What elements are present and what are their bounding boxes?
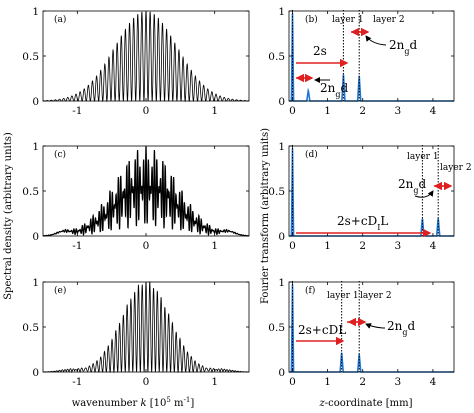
x-tick-label: 3: [394, 240, 401, 252]
f-layer1-label: layer 1: [327, 291, 359, 301]
d-ngd-pointer: [414, 190, 434, 198]
y-tick-label: 1: [32, 277, 39, 289]
y-tick-label: 0.5: [22, 51, 39, 63]
right-xlabel: z-coordinate [mm]: [319, 398, 413, 409]
x-tick-label: -1: [72, 376, 82, 388]
f-ngd-label: 2ngd: [387, 319, 416, 337]
panel-label-b: (b): [305, 14, 318, 25]
y-tick-label: 0: [32, 96, 39, 108]
x-tick-label: 2: [359, 376, 366, 388]
x-tick-label: 1: [211, 376, 218, 388]
panel-label-c: (c): [54, 149, 66, 160]
panel-label-a: (a): [54, 14, 66, 25]
x-tick-label: -1: [72, 240, 82, 252]
x-tick-label: 3: [394, 105, 401, 117]
x-tick-label: 0: [289, 105, 296, 117]
y-tick-label: 1: [278, 141, 285, 153]
x-tick-label: 4: [430, 240, 437, 252]
y-tick-label: 0.5: [22, 186, 39, 198]
panel-f: 0 1 2 3 4 0 0.5 1: [268, 277, 455, 388]
spectrum-line: [43, 145, 249, 237]
panel-label-e: (e): [54, 285, 66, 296]
f-layer2-label: layer 2: [360, 291, 392, 301]
spectrum-line: [42, 281, 250, 374]
y-tick-label: 0: [278, 96, 285, 108]
y-tick-label: 1: [32, 141, 39, 153]
panel-b-annotations: layer 1 layer 2 2ngd 2s 2ngd: [295, 15, 418, 99]
panel-a: -1 0 1 0 0.5 1: [22, 6, 250, 117]
x-tick-label: 0: [289, 376, 296, 388]
x-tick-label: 1: [211, 240, 218, 252]
d-layer1-label: layer 1: [407, 152, 439, 162]
b-layer2-label: layer 2: [373, 15, 405, 25]
x-tick-label: 1: [324, 240, 331, 252]
y-tick-label: 0.5: [268, 186, 285, 198]
panel-f-annotations: layer 1 layer 2 2ngd 2s+cDL: [296, 291, 416, 346]
x-tick-label: -1: [72, 105, 82, 117]
x-tick-label: 1: [324, 105, 331, 117]
x-tick-label: 1: [324, 376, 331, 388]
x-tick-label: 4: [430, 105, 437, 117]
y-tick-label: 1: [32, 6, 39, 18]
panel-b: 0 1 2 3 4 0 0.5 1: [268, 6, 455, 117]
d-cdl-label: 2s+cDIL: [337, 214, 388, 232]
x-tick-label: 0: [143, 376, 150, 388]
y-tick-label: 1: [278, 277, 285, 289]
x-tick-label: 1: [211, 105, 218, 117]
panel-label-f: (f): [305, 285, 315, 296]
spectrum-line: [43, 10, 249, 103]
b-small-ngd-label: 2ngd: [320, 81, 349, 99]
y-tick-label: 0: [278, 367, 285, 379]
left-xlabel: wavenumber k [105 m-1]: [72, 396, 195, 409]
x-tick-label: 0: [143, 105, 150, 117]
x-tick-label: 2: [359, 105, 366, 117]
panel-d-annotations: layer 1 layer 2 2ngd 2s+cDIL: [296, 152, 472, 238]
x-tick-label: 3: [394, 376, 401, 388]
d-layer2-label: layer 2: [440, 163, 472, 173]
left-ylabel: Spectral density (arbitrary units): [3, 132, 14, 300]
x-tick-label: 2: [359, 240, 366, 252]
x-tick-label: 4: [430, 376, 437, 388]
y-tick-label: 0: [32, 367, 39, 379]
b-layer1-label: layer 1: [332, 15, 364, 25]
d-ngd-label: 2ngd: [398, 177, 427, 195]
right-ylabel: Fourier transform (arbitrary units): [260, 128, 271, 304]
b-ngd-pointer: [365, 35, 387, 46]
y-tick-label: 1: [278, 6, 285, 18]
f-cdl-label: 2s+cDL: [298, 323, 346, 337]
b-2s-label: 2s: [313, 44, 327, 58]
x-tick-label: 0: [289, 240, 296, 252]
panel-d: 0 1 2 3 4 0 0.5 1: [268, 141, 455, 252]
plot-frame: [42, 10, 250, 102]
panel-c: -1 0 1 0 0.5 1: [22, 141, 250, 252]
b-ngd-label: 2ngd: [389, 38, 418, 56]
panel-label-d: (d): [305, 149, 318, 160]
y-tick-label: 0: [278, 231, 285, 243]
y-tick-label: 0: [32, 231, 39, 243]
plot-frame: [42, 281, 250, 373]
f-ngd-pointer: [365, 323, 386, 329]
panel-e: -1 0 1 0 0.5 1: [22, 277, 250, 388]
y-tick-label: 0.5: [268, 322, 285, 334]
y-tick-label: 0.5: [22, 322, 39, 334]
x-tick-label: 0: [143, 240, 150, 252]
y-tick-label: 0.5: [268, 51, 285, 63]
